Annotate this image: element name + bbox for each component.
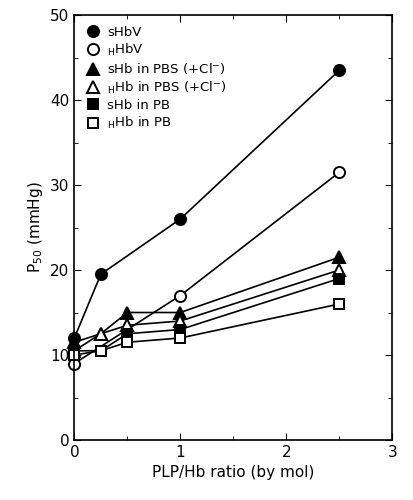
Legend: sHbV, $_{\mathregular{H}}$HbV, sHb in PBS (+Cl$^{-}$), $_{\mathregular{H}}$Hb in: sHbV, $_{\mathregular{H}}$HbV, sHb in PB… xyxy=(81,22,231,136)
Y-axis label: P$_{50}$ (mmHg): P$_{50}$ (mmHg) xyxy=(26,182,45,274)
X-axis label: PLP/Hb ratio (by mol): PLP/Hb ratio (by mol) xyxy=(152,466,315,480)
